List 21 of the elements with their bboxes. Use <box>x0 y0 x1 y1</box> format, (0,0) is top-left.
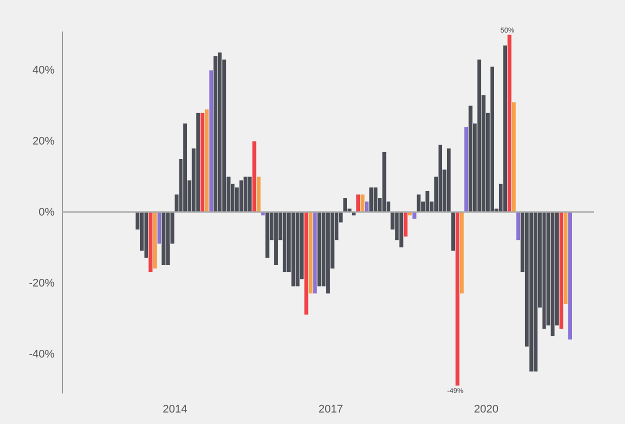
bar <box>182 123 188 212</box>
x-tick-label: 2020 <box>474 404 498 416</box>
bar <box>295 212 300 287</box>
y-tick-label: 20% <box>32 136 55 148</box>
y-tick-label: 0% <box>38 206 55 218</box>
y-tick-label: -20% <box>28 277 55 290</box>
bar <box>424 190 430 212</box>
bar <box>382 151 387 212</box>
y-tick-label: -40% <box>28 348 55 360</box>
bar <box>200 112 205 212</box>
y-tick-label: 40% <box>32 64 55 77</box>
bar <box>490 66 495 212</box>
x-tick-label: 2014 <box>162 404 188 416</box>
bar <box>148 212 154 273</box>
bar <box>252 140 257 212</box>
bar <box>533 212 538 372</box>
x-tick-label: 2017 <box>318 404 343 416</box>
bar <box>550 212 556 336</box>
bar <box>161 212 166 266</box>
bar <box>304 212 309 316</box>
bar <box>243 176 248 212</box>
